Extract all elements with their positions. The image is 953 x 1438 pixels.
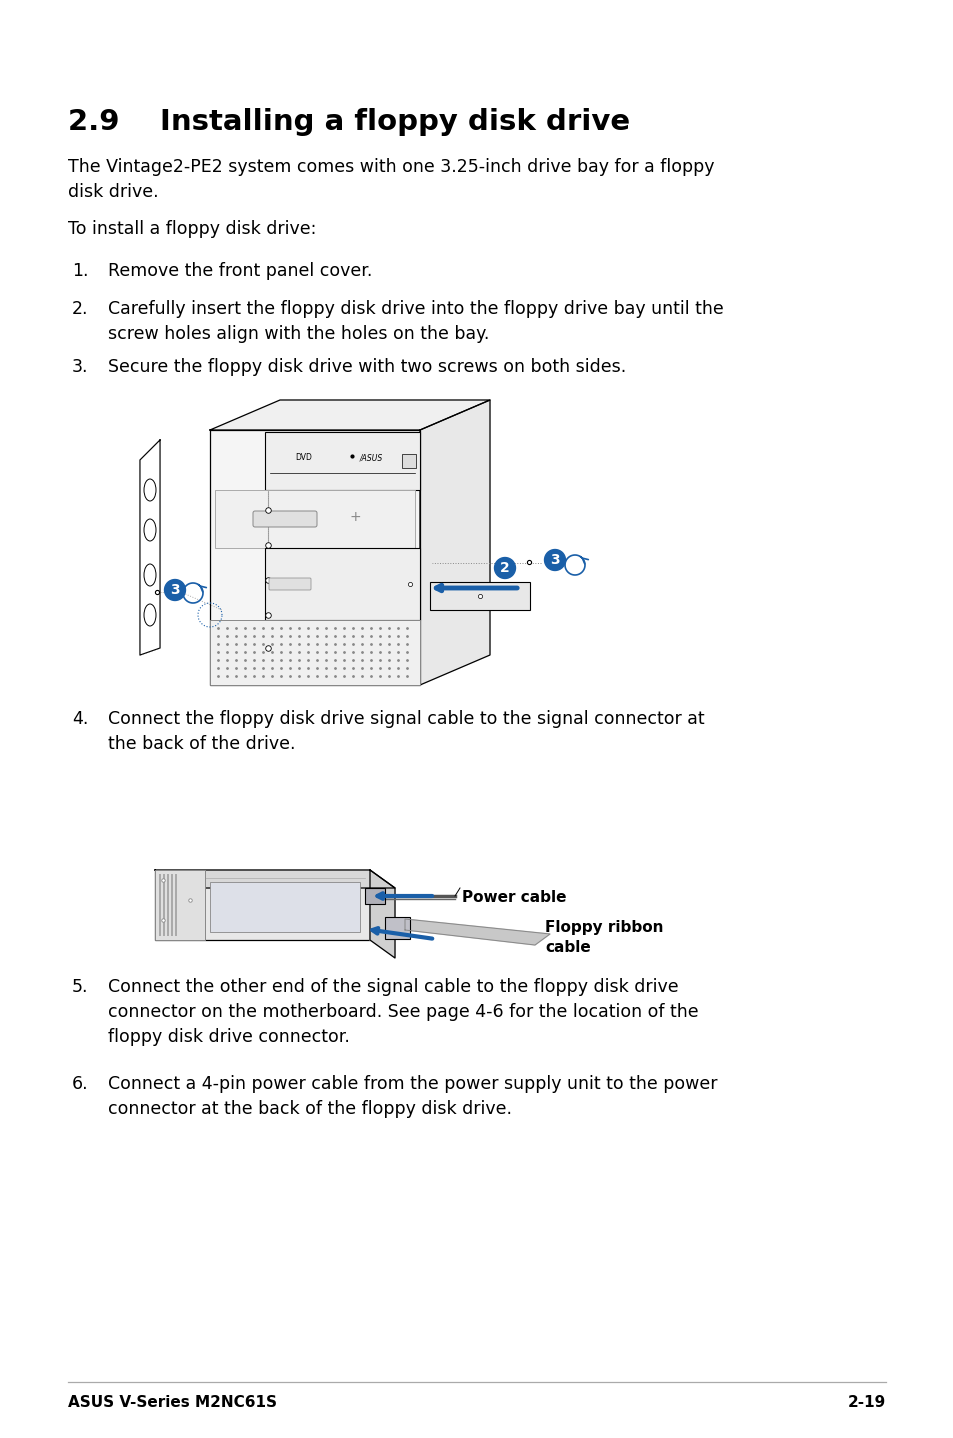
FancyBboxPatch shape [253,510,316,526]
Bar [171,874,172,936]
Polygon shape [154,870,395,889]
Text: 3.: 3. [71,358,89,375]
Text: ASUS V-Series M2NC61S: ASUS V-Series M2NC61S [68,1395,276,1411]
Bar [163,874,165,936]
Text: 2.9    Installing a floppy disk drive: 2.9 Installing a floppy disk drive [68,108,630,137]
Polygon shape [405,919,550,945]
Ellipse shape [144,519,156,541]
Bar [154,870,205,940]
Bar [210,881,359,932]
Bar [365,889,385,905]
Text: Connect the floppy disk drive signal cable to the signal connector at
the back o: Connect the floppy disk drive signal cab… [108,710,704,754]
Text: /ASUS: /ASUS [359,453,383,463]
Bar [210,430,419,684]
Bar [210,620,419,684]
Text: Remove the front panel cover.: Remove the front panel cover. [108,262,372,280]
Text: 6.: 6. [71,1076,89,1093]
Polygon shape [140,440,160,654]
Text: Carefully insert the floppy disk drive into the floppy drive bay until the
screw: Carefully insert the floppy disk drive i… [108,301,723,344]
Bar [265,548,419,620]
Text: Connect a 4-pin power cable from the power supply unit to the power
connector at: Connect a 4-pin power cable from the pow… [108,1076,717,1117]
Bar [401,454,416,467]
Text: Power cable: Power cable [461,890,566,905]
FancyBboxPatch shape [269,578,311,590]
Bar [167,874,169,936]
Text: DVD: DVD [294,453,312,463]
Text: Floppy ribbon
cable: Floppy ribbon cable [544,920,662,955]
Text: Connect the other end of the signal cable to the floppy disk drive
connector on : Connect the other end of the signal cabl… [108,978,698,1045]
Text: Secure the floppy disk drive with two screws on both sides.: Secure the floppy disk drive with two sc… [108,358,625,375]
Bar [154,870,370,940]
Text: 2: 2 [499,561,509,575]
Ellipse shape [144,564,156,587]
Text: 1.: 1. [71,262,89,280]
Bar [174,874,177,936]
Text: 3: 3 [170,582,179,597]
Bar [214,490,415,548]
Text: 4.: 4. [71,710,89,728]
Bar [265,431,419,490]
Polygon shape [419,400,490,684]
Polygon shape [370,870,395,958]
Bar [385,917,410,939]
Ellipse shape [144,479,156,500]
Text: +: + [349,510,360,523]
Text: 5.: 5. [71,978,89,997]
Bar [430,582,530,610]
Text: To install a floppy disk drive:: To install a floppy disk drive: [68,220,316,239]
Bar [159,874,161,936]
Text: 2-19: 2-19 [847,1395,885,1411]
Ellipse shape [144,604,156,626]
Text: 2.: 2. [71,301,89,318]
Polygon shape [210,400,490,430]
Text: The Vintage2-PE2 system comes with one 3.25-inch drive bay for a floppy
disk dri: The Vintage2-PE2 system comes with one 3… [68,158,714,201]
Text: 3: 3 [550,554,559,567]
